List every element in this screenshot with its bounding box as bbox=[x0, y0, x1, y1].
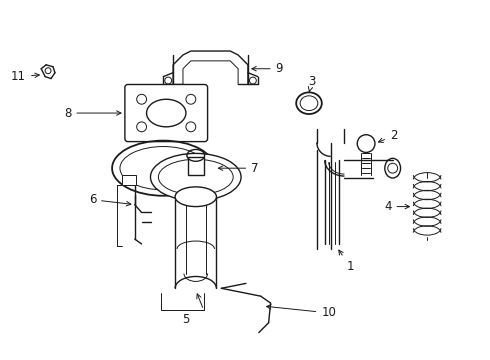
Text: 8: 8 bbox=[64, 107, 121, 120]
Ellipse shape bbox=[147, 99, 186, 127]
FancyBboxPatch shape bbox=[125, 85, 208, 141]
Text: 9: 9 bbox=[252, 62, 283, 75]
Text: 10: 10 bbox=[267, 305, 336, 319]
Ellipse shape bbox=[158, 159, 233, 195]
Bar bbox=[122, 175, 136, 185]
Text: 11: 11 bbox=[11, 70, 39, 83]
Text: 5: 5 bbox=[182, 313, 190, 326]
Text: 4: 4 bbox=[384, 200, 410, 213]
Text: 1: 1 bbox=[339, 250, 354, 273]
Bar bbox=[188, 157, 204, 175]
Text: 2: 2 bbox=[379, 129, 397, 143]
Ellipse shape bbox=[175, 187, 217, 207]
Text: 3: 3 bbox=[308, 75, 316, 91]
Text: 7: 7 bbox=[219, 162, 259, 175]
Text: 6: 6 bbox=[89, 193, 131, 206]
Ellipse shape bbox=[150, 153, 241, 201]
